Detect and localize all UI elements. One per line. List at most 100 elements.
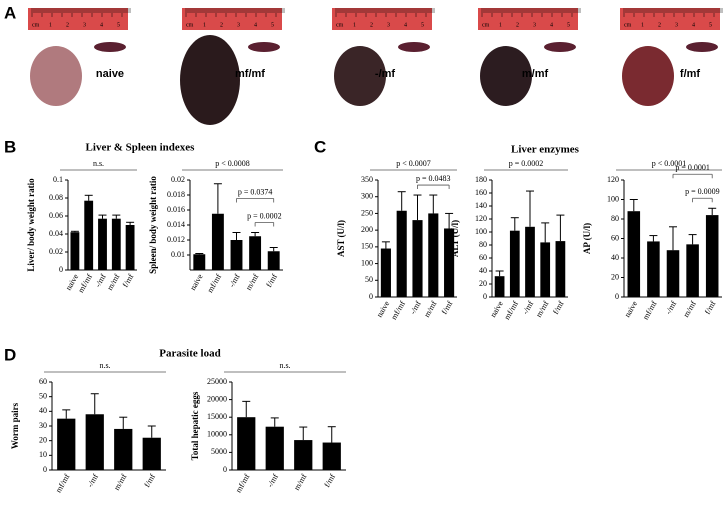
ruler-label: 3 bbox=[675, 22, 678, 28]
significance-label: p < 0.0008 bbox=[215, 159, 250, 168]
ruler bbox=[182, 8, 282, 30]
spleen bbox=[398, 42, 430, 52]
ruler-label: 4 bbox=[100, 22, 103, 28]
y-tick-label: 60 bbox=[39, 377, 47, 386]
y-tick-label: 120 bbox=[607, 175, 619, 184]
bar bbox=[647, 241, 660, 297]
panel-letter: A bbox=[4, 3, 16, 22]
bar bbox=[380, 248, 391, 297]
bar bbox=[686, 244, 699, 297]
y-tick-label: 20 bbox=[39, 435, 47, 444]
ruler-label: 3 bbox=[83, 22, 86, 28]
ruler-label: cm bbox=[624, 22, 632, 28]
ruler-label: 4 bbox=[254, 22, 257, 28]
y-tick-label: 25000 bbox=[207, 377, 227, 386]
ruler-label: 1 bbox=[353, 22, 356, 28]
bar bbox=[70, 232, 80, 270]
bar bbox=[267, 251, 280, 270]
x-tick-label: m/mf bbox=[534, 299, 551, 319]
bar bbox=[525, 226, 535, 297]
y-axis-label: ALT (U/l) bbox=[450, 220, 460, 257]
significance-label: p < 0.0007 bbox=[396, 159, 431, 168]
ruler-label: 4 bbox=[692, 22, 695, 28]
y-tick-label: 120 bbox=[475, 214, 487, 223]
photo-label: -/mf bbox=[375, 68, 396, 80]
x-tick-label: m/mf bbox=[292, 472, 309, 492]
significance-label: n.s. bbox=[93, 159, 104, 168]
significance-label: p < 0.0001 bbox=[652, 159, 687, 168]
x-tick-label: f/mf bbox=[142, 472, 157, 489]
bar bbox=[428, 213, 439, 297]
bar bbox=[98, 218, 107, 270]
x-tick-label: -/mf bbox=[521, 299, 536, 316]
y-axis-label: Liver/ body weight ratio bbox=[26, 178, 36, 272]
y-tick-label: 0.01 bbox=[171, 250, 185, 259]
liver bbox=[30, 46, 82, 106]
y-tick-label: 0.06 bbox=[49, 211, 63, 220]
y-tick-label: 160 bbox=[475, 188, 487, 197]
bar bbox=[666, 250, 680, 297]
y-tick-label: 15000 bbox=[207, 412, 227, 421]
x-tick-label: -/mf bbox=[664, 299, 679, 316]
photo-label: f/mf bbox=[680, 68, 701, 80]
y-axis-label: Spleen/ body weight ratio bbox=[148, 176, 158, 274]
bar bbox=[396, 210, 407, 297]
x-tick-label: m/mf bbox=[112, 472, 129, 492]
y-tick-label: 150 bbox=[361, 242, 373, 251]
ruler-label: cm bbox=[482, 22, 490, 28]
x-tick-label: mf/mf bbox=[389, 299, 407, 321]
bar bbox=[322, 442, 341, 470]
bar bbox=[412, 220, 423, 297]
ruler-label: 3 bbox=[387, 22, 390, 28]
ruler bbox=[332, 8, 432, 30]
ruler bbox=[478, 8, 578, 30]
y-axis-label: AST (U/l) bbox=[336, 220, 346, 257]
x-tick-label: mf/mf bbox=[641, 299, 659, 321]
bar bbox=[540, 242, 551, 297]
significance-label: p = 0.0009 bbox=[685, 187, 720, 196]
ruler-label: 4 bbox=[404, 22, 407, 28]
panel-letter: D bbox=[4, 345, 16, 364]
significance-label: p = 0.0374 bbox=[238, 187, 273, 196]
x-tick-label: -/mf bbox=[85, 472, 100, 489]
y-tick-label: 0.04 bbox=[49, 229, 63, 238]
x-tick-label: f/mf bbox=[703, 299, 718, 316]
y-tick-label: 100 bbox=[475, 227, 487, 236]
x-tick-label: f/mf bbox=[551, 299, 566, 316]
y-tick-label: 350 bbox=[361, 175, 373, 184]
x-tick-label: mf/mf bbox=[234, 472, 252, 494]
bar bbox=[494, 276, 505, 297]
y-tick-label: 0 bbox=[223, 465, 227, 474]
bar bbox=[142, 437, 161, 470]
liver bbox=[180, 35, 240, 125]
x-tick-label: m/mf bbox=[105, 272, 122, 292]
y-tick-label: 0 bbox=[59, 265, 63, 274]
y-tick-label: 0 bbox=[369, 292, 373, 301]
significance-label: n.s. bbox=[99, 361, 110, 370]
bar bbox=[193, 254, 206, 270]
significance-label: p = 0.0001 bbox=[675, 163, 710, 172]
y-tick-label: 40 bbox=[479, 266, 487, 275]
ruler bbox=[28, 8, 128, 30]
y-tick-label: 0.02 bbox=[171, 175, 185, 184]
photo-label: mf/mf bbox=[235, 68, 265, 80]
x-tick-label: naive bbox=[188, 272, 205, 292]
x-tick-label: f/mf bbox=[322, 472, 337, 489]
x-tick-label: f/mf bbox=[121, 272, 136, 289]
bar bbox=[211, 213, 224, 270]
y-tick-label: 10 bbox=[39, 450, 47, 459]
bar bbox=[84, 200, 94, 270]
ruler-label: 5 bbox=[709, 22, 712, 28]
y-tick-label: 0.014 bbox=[167, 220, 185, 229]
panel-letter: C bbox=[314, 137, 326, 156]
ruler-label: 5 bbox=[567, 22, 570, 28]
y-tick-label: 100 bbox=[607, 194, 619, 203]
y-tick-label: 0.1 bbox=[53, 175, 63, 184]
x-tick-label: -/mf bbox=[227, 272, 242, 289]
y-tick-label: 0.012 bbox=[167, 235, 185, 244]
y-tick-label: 250 bbox=[361, 208, 373, 217]
bar bbox=[230, 240, 243, 270]
ruler-label: 2 bbox=[658, 22, 661, 28]
y-axis-label: Worm pairs bbox=[10, 402, 20, 449]
